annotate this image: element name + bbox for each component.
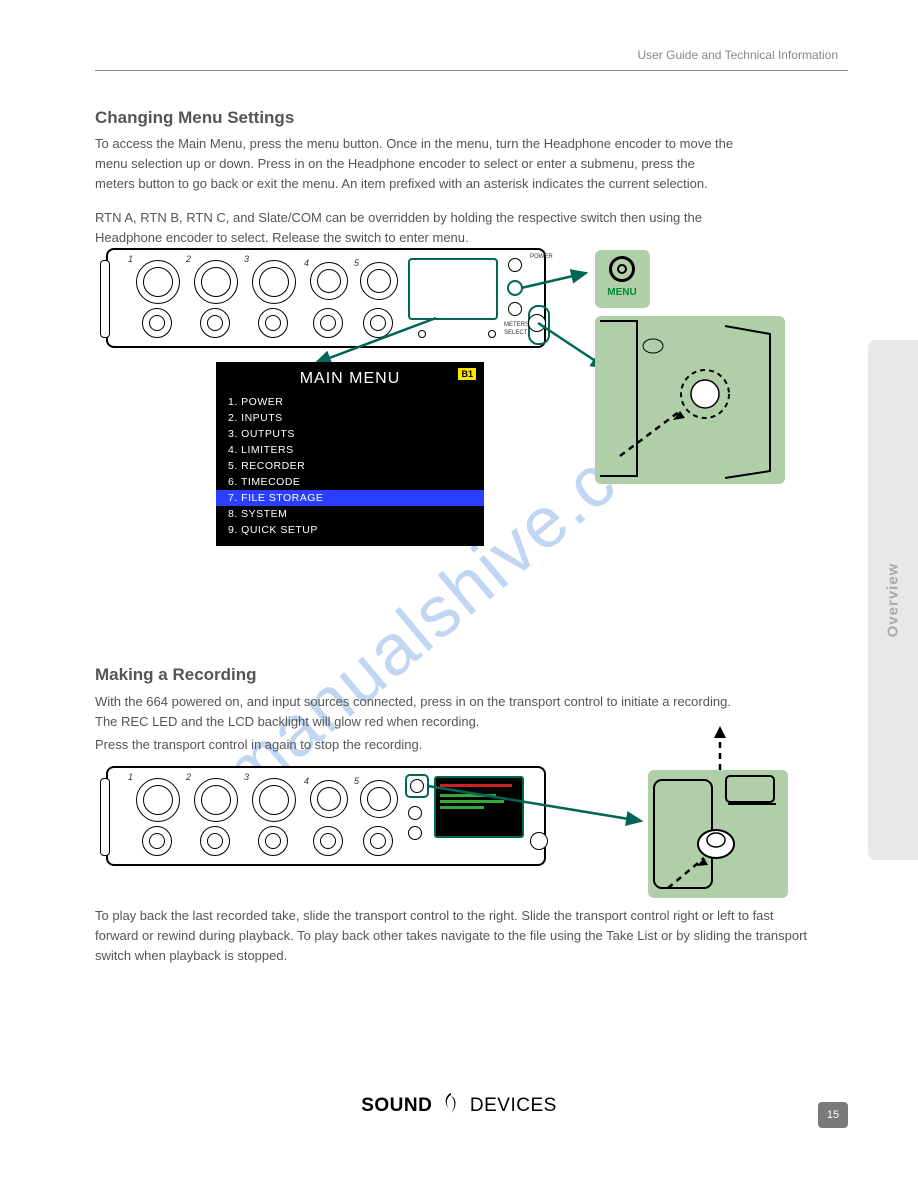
- para-rec-2: Press the transport control in again to …: [95, 735, 735, 755]
- callout-encoder: [595, 316, 785, 484]
- brand-swirl-icon: [441, 1092, 461, 1120]
- section-title-recording: Making a Recording: [95, 665, 257, 685]
- footer-brand: SOUND DEVICES: [0, 1092, 918, 1120]
- main-menu-screen: B1 MAIN MENU 1. POWER 2. INPUTS 3. OUTPU…: [216, 362, 484, 546]
- menu-item: 4. LIMITERS: [228, 442, 472, 458]
- callout-menu-button: MENU: [595, 250, 650, 308]
- para-rec-3: To play back the last recorded take, sli…: [95, 906, 815, 966]
- brand-left: SOUND: [361, 1095, 432, 1116]
- para-changing-1: To access the Main Menu, press the menu …: [95, 134, 735, 194]
- menu-title: MAIN MENU: [228, 370, 472, 388]
- menu-item: 8. SYSTEM: [228, 506, 472, 522]
- header-rule: [95, 70, 848, 71]
- page-number: 15: [818, 1102, 848, 1128]
- menu-item: 3. OUTPUTS: [228, 426, 472, 442]
- menu-item: 2. INPUTS: [228, 410, 472, 426]
- menu-item: 1. POWER: [228, 394, 472, 410]
- section-title-changing: Changing Menu Settings: [95, 108, 294, 128]
- menu-item: 5. RECORDER: [228, 458, 472, 474]
- callout-transport: [648, 770, 788, 898]
- para-changing-2: RTN A, RTN B, RTN C, and Slate/COM can b…: [95, 208, 735, 248]
- side-tab-label: Overview: [885, 563, 902, 638]
- battery-badge: B1: [458, 368, 476, 380]
- menu-item: 6. TIMECODE: [228, 474, 472, 490]
- arrow-up: [700, 722, 740, 774]
- menu-item: 9. QUICK SETUP: [228, 522, 472, 538]
- arrow-device2: [106, 766, 706, 886]
- para-rec-1: With the 664 powered on, and input sourc…: [95, 692, 735, 732]
- side-tab: Overview: [868, 340, 918, 860]
- menu-label: MENU: [602, 287, 642, 298]
- brand-right: DEVICES: [470, 1095, 557, 1116]
- running-header: User Guide and Technical Information: [637, 48, 838, 62]
- menu-item-selected: 7. FILE STORAGE: [216, 490, 484, 506]
